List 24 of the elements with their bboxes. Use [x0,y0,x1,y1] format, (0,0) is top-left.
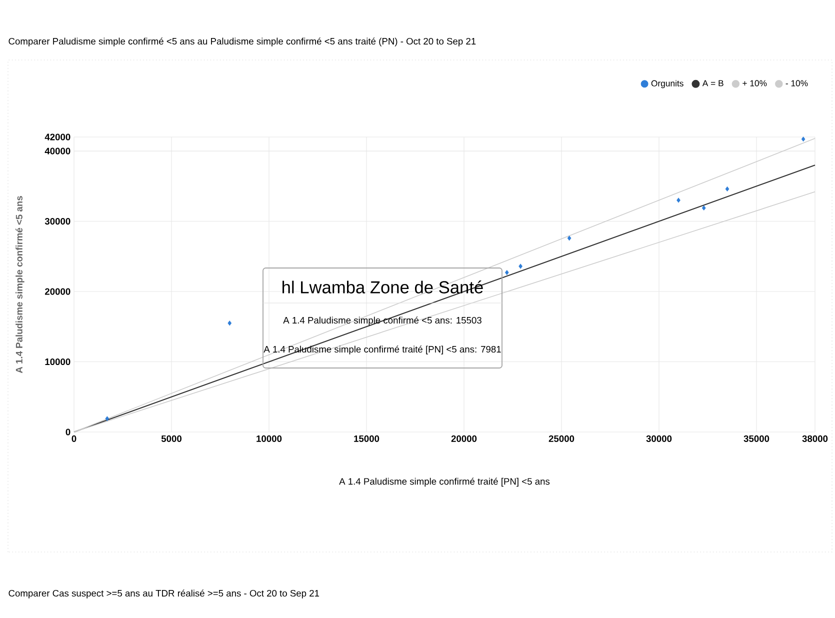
x-tick-label: 38000 [802,435,828,442]
y-tick-label: 30000 [44,218,70,225]
annotation: A 1.4 Paludisme simple confirmé <5 ans: 15503 [283,316,482,326]
y-axis-title: A 1.4 Paludisme simple confirmé <5 ans [16,196,24,374]
x-tick-label: 35000 [744,435,770,442]
y-tick-label: 42000 [44,134,70,140]
x-tick-label: 25000 [548,435,574,442]
legend-label: A = B [702,80,724,86]
chart-title: Comparer Paludisme simple confirmé <5 ans au Paludisme simple confirmé <5 ans traité (PN) - Oct 20 to Sep 21 [8,38,476,46]
legend-label: Orgunits [651,80,684,88]
y-tick-label: 40000 [44,148,70,154]
x-tick-label: 15000 [354,435,380,442]
x-tick-label: 30000 [646,435,672,442]
x-tick-label: 20000 [451,435,477,442]
x-tick-label: 10000 [256,435,282,442]
legend-label: + 10% [742,80,767,86]
y-tick-label: 10000 [45,358,70,366]
y-tick-label: 0 [66,428,70,436]
x-axis-title: A 1.4 Paludisme simple confirmé traité [PN] <5 ans [339,478,550,487]
x-tick-label: 0 [72,435,76,442]
legend-label: - 10% [786,80,808,86]
text: Comparer Cas suspect >=5 ans au TDR réalisé >=5 ans - Oct 20 to Sep 21 [8,590,320,598]
x-tick-label: 5000 [161,435,182,442]
y-tick-label: 20000 [44,288,70,295]
